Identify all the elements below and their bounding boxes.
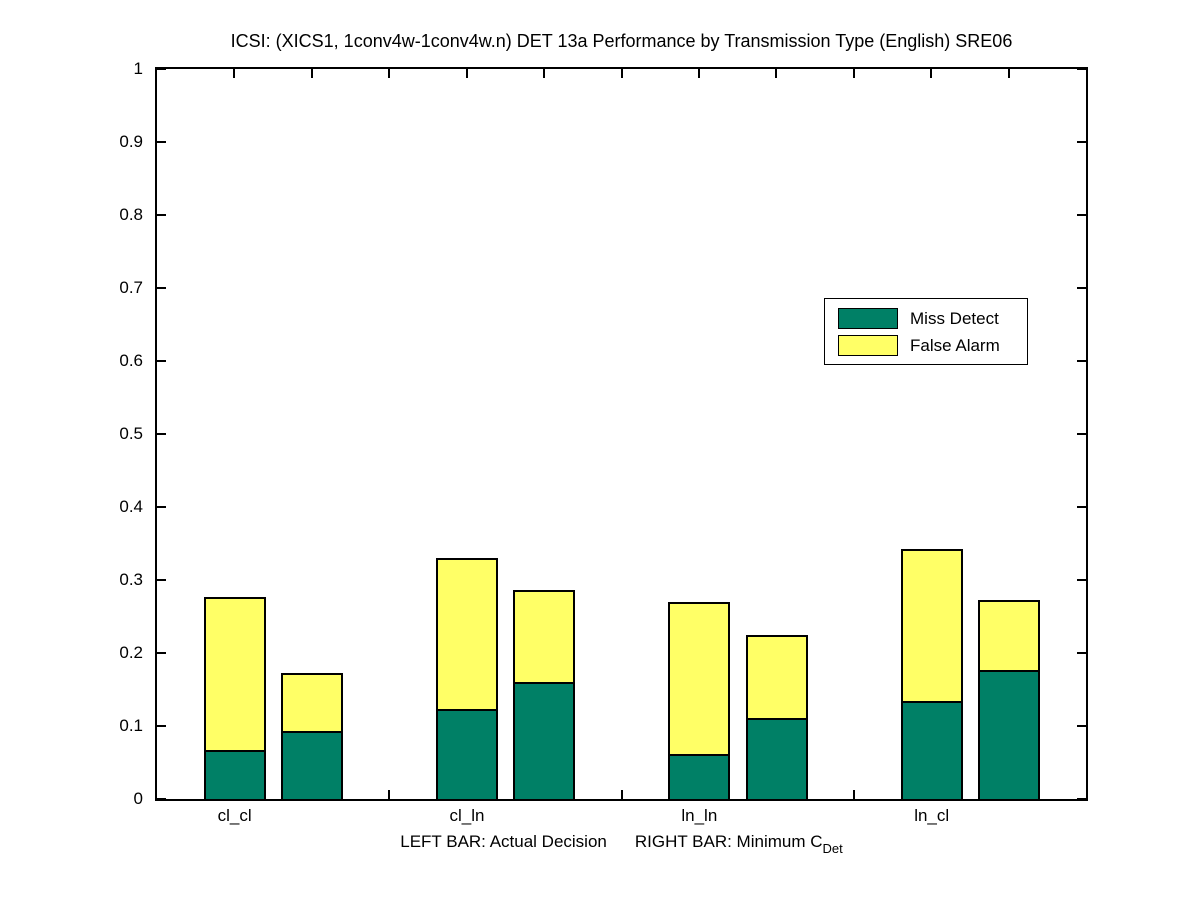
miss-detect-segment (435, 711, 499, 799)
y-axis-tick (1077, 725, 1086, 727)
y-tick-label: 0 (133, 789, 143, 808)
legend-row-false-alarm: False Alarm (825, 332, 1027, 359)
y-axis-tick (157, 141, 166, 143)
y-axis-tick (157, 725, 166, 727)
y-axis-tick (157, 433, 166, 435)
y-axis-tick (1077, 141, 1086, 143)
legend-box: Miss Detect False Alarm (824, 298, 1028, 365)
x-axis-top-tick (388, 69, 391, 78)
y-axis-tick (157, 214, 166, 216)
false-alarm-segment (900, 548, 963, 703)
false-alarm-segment (745, 635, 808, 721)
y-axis-tick (1077, 360, 1086, 362)
false-alarm-segment (978, 599, 1041, 672)
x-axis-top-tick (930, 69, 933, 78)
stacked-bar-minimum-cl_cl (281, 672, 344, 799)
y-axis-tick (1077, 287, 1086, 289)
stacked-bar-actual-ln_ln (668, 601, 731, 799)
y-tick-label: 0.5 (119, 424, 143, 443)
legend-swatch (838, 335, 898, 356)
x-axis-top-tick (775, 69, 778, 78)
false-alarm-segment (281, 672, 344, 733)
x-axis-top-tick (852, 69, 855, 78)
y-axis-tick (1077, 652, 1086, 654)
x-axis-label-left: LEFT BAR: Actual Decision (400, 832, 607, 851)
y-axis-tick (157, 287, 166, 289)
plot-area (155, 67, 1088, 801)
false-alarm-segment (513, 590, 576, 684)
x-axis-bottom-tick (388, 790, 391, 799)
y-axis-tick (1077, 798, 1086, 800)
y-tick-label: 0.8 (119, 205, 143, 224)
x-axis-bottom-tick (852, 790, 855, 799)
y-tick-label: 0.2 (119, 643, 143, 662)
x-tick-label: cl_cl (217, 806, 252, 825)
y-tick-label: 0.3 (119, 570, 143, 589)
legend-swatch (838, 308, 898, 329)
false-alarm-segment (203, 596, 266, 752)
miss-detect-segment (513, 683, 576, 799)
y-axis-tick (157, 68, 166, 70)
stacked-bar-actual-cl_ln (435, 558, 499, 799)
y-axis-tick (157, 579, 166, 581)
x-axis-top-tick (1007, 69, 1010, 78)
x-axis-top-tick (310, 69, 313, 78)
y-tick-label: 0.1 (119, 716, 143, 735)
y-axis-tick (157, 506, 166, 508)
x-axis-label: LEFT BAR: Actual Decision RIGHT BAR: Mini… (155, 832, 1088, 856)
x-tick-label: cl_ln (449, 806, 485, 825)
x-axis-top-tick (465, 69, 468, 78)
x-axis-bottom-tick (620, 790, 623, 799)
stacked-bar-minimum-ln_ln (745, 635, 808, 799)
miss-detect-segment (281, 732, 344, 799)
y-axis-tick (1077, 68, 1086, 70)
stacked-bar-actual-ln_cl (900, 548, 963, 799)
x-axis-label-subscript: Det (822, 841, 843, 856)
y-axis-tick (1077, 579, 1086, 581)
x-axis-top-tick (620, 69, 623, 78)
y-tick-label: 1 (133, 59, 143, 78)
y-axis-tick (157, 360, 166, 362)
x-axis-label-right: RIGHT BAR: Minimum C (634, 832, 823, 851)
y-axis-tick (1077, 433, 1086, 435)
y-tick-label: 0.6 (119, 351, 143, 370)
y-tick-label: 0.4 (119, 497, 143, 516)
miss-detect-segment (745, 720, 808, 799)
legend-label: False Alarm (910, 335, 1000, 355)
y-axis-tick (157, 652, 166, 654)
y-axis-tick (1077, 214, 1086, 216)
stacked-bar-actual-cl_cl (203, 596, 266, 799)
stacked-bar-minimum-cl_ln (513, 590, 576, 799)
false-alarm-segment (668, 601, 731, 756)
stacked-bar-minimum-ln_cl (978, 599, 1041, 799)
y-axis-tick (157, 798, 166, 800)
legend-row-miss-detect: Miss Detect (825, 305, 1027, 332)
miss-detect-segment (978, 671, 1041, 799)
false-alarm-segment (435, 558, 499, 712)
x-tick-label: ln_ln (681, 806, 718, 825)
miss-detect-segment (203, 751, 266, 799)
y-axis-tick (1077, 506, 1086, 508)
x-axis-top-tick (233, 69, 236, 78)
miss-detect-segment (900, 702, 963, 799)
x-axis-top-tick (697, 69, 700, 78)
x-tick-label: ln_cl (914, 806, 950, 825)
miss-detect-segment (668, 755, 731, 799)
legend-label: Miss Detect (910, 308, 999, 328)
chart-title: ICSI: (XICS1, 1conv4w-1conv4w.n) DET 13a… (230, 31, 1013, 51)
x-axis-top-tick (543, 69, 546, 78)
y-tick-label: 0.9 (119, 132, 143, 151)
y-tick-label: 0.7 (119, 278, 143, 297)
